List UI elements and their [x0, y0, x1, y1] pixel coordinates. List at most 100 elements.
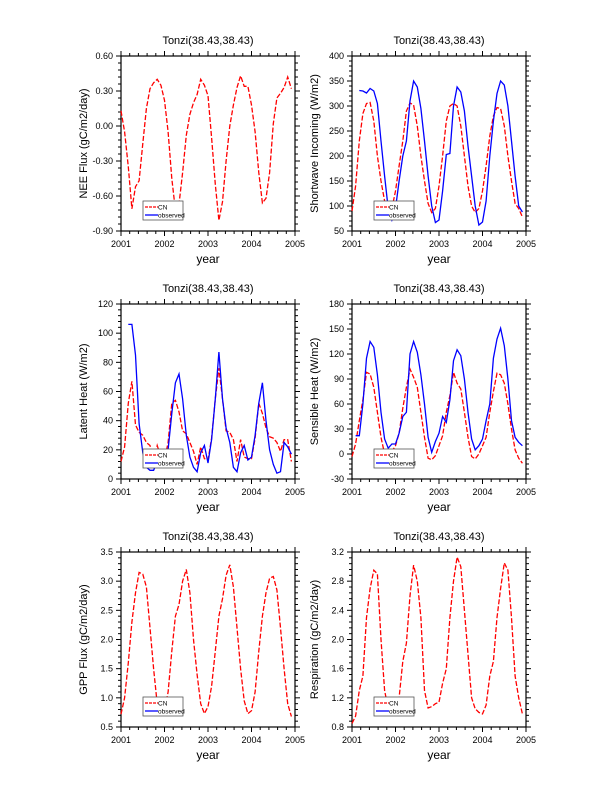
y-tick-label: -0.30 [92, 156, 113, 166]
x-tick-label: 2004 [241, 487, 261, 497]
x-tick-label: 2004 [241, 735, 261, 745]
y-tick-label: 100 [98, 328, 113, 338]
y-tick-label: 250 [329, 126, 344, 136]
y-tick-label: 1.5 [100, 664, 113, 674]
legend-label: CN [389, 453, 399, 460]
y-tick-label: 200 [329, 151, 344, 161]
panel-3: Tonzi(38.43,38.43) 2001 2002 2003 2004 2005 0 2… [78, 283, 305, 514]
panel-title: Tonzi(38.43,38.43) [393, 531, 484, 543]
y-tick-label: 60 [334, 399, 344, 409]
y-tick-label: 2.0 [331, 635, 344, 645]
y-axis-label: Respiration (gC/m2/day) [309, 580, 321, 699]
y-tick-label: 3.0 [100, 576, 113, 586]
x-tick-label: 2001 [342, 487, 362, 497]
y-tick-label: 0 [108, 474, 113, 484]
y-tick-label: 350 [329, 76, 344, 86]
y-tick-label: 3.5 [100, 547, 113, 557]
y-tick-label: 20 [103, 445, 113, 455]
x-tick-label: 2002 [385, 487, 405, 497]
y-tick-label: 0 [339, 449, 344, 459]
panel-6: Tonzi(38.43,38.43) 2001 2002 2003 2004 2005 0.… [309, 531, 536, 762]
panel-5: Tonzi(38.43,38.43) 2001 2002 2003 2004 2005 0.… [78, 531, 305, 762]
y-axis-label: Shortwave Incoming (W/m2) [309, 74, 321, 213]
y-tick-label: 1.2 [331, 693, 344, 703]
y-axis-label: Latent Heat (W/m2) [78, 344, 90, 440]
x-axis-label: year [427, 748, 450, 762]
y-tick-label: 50 [334, 226, 344, 236]
legend-label: CN [158, 453, 168, 460]
x-tick-label: 2004 [241, 239, 261, 249]
x-tick-label: 2003 [429, 735, 449, 745]
legend-label: CN [389, 701, 399, 708]
y-tick-label: 3.2 [331, 547, 344, 557]
y-tick-label: 2.0 [100, 635, 113, 645]
x-tick-label: 2002 [385, 735, 405, 745]
x-tick-label: 2003 [198, 239, 218, 249]
legend-label: observed [389, 709, 416, 716]
x-tick-label: 2004 [472, 735, 492, 745]
x-tick-label: 2003 [198, 487, 218, 497]
y-tick-label: 0.8 [331, 722, 344, 732]
x-tick-label: 2005 [516, 239, 536, 249]
panel-title: Tonzi(38.43,38.43) [393, 283, 484, 295]
y-tick-label: 0.60 [95, 51, 113, 61]
series-line-cn [120, 564, 293, 717]
x-tick-label: 2005 [285, 239, 305, 249]
y-tick-label: 40 [103, 416, 113, 426]
y-tick-label: 60 [103, 387, 113, 397]
legend-label: observed [389, 461, 416, 468]
legend-label: observed [389, 213, 416, 220]
x-axis-label: year [196, 748, 219, 762]
y-axis-label: GPP Flux (gC/m2/day) [78, 584, 90, 694]
y-tick-label: 1.0 [100, 693, 113, 703]
legend-label: observed [158, 213, 185, 220]
y-tick-label: 100 [329, 201, 344, 211]
y-tick-label: 2.4 [331, 605, 344, 615]
x-tick-label: 2001 [342, 239, 362, 249]
y-tick-label: 2.8 [331, 576, 344, 586]
y-tick-label: 2.5 [100, 605, 113, 615]
y-tick-label: 300 [329, 101, 344, 111]
panel-title: Tonzi(38.43,38.43) [162, 35, 253, 47]
x-tick-label: 2001 [111, 239, 131, 249]
x-axis-label: year [196, 252, 219, 266]
x-tick-label: 2002 [385, 239, 405, 249]
panel-title: Tonzi(38.43,38.43) [162, 531, 253, 543]
x-tick-label: 2001 [111, 735, 131, 745]
panel-4: Tonzi(38.43,38.43) 2001 2002 2003 2004 2005 -3… [309, 283, 536, 514]
x-axis-label: year [427, 252, 450, 266]
x-tick-label: 2003 [198, 735, 218, 745]
y-axis-label: NEE Flux (gC/m2/day) [78, 88, 90, 198]
y-tick-label: 90 [334, 374, 344, 384]
x-tick-label: 2005 [516, 487, 536, 497]
series-line-observed [355, 325, 523, 455]
series-line-cn [351, 554, 524, 724]
x-tick-label: 2003 [429, 487, 449, 497]
legend-label: observed [158, 709, 185, 716]
y-tick-label: 80 [103, 357, 113, 367]
x-axis-label: year [196, 500, 219, 514]
x-tick-label: 2005 [285, 487, 305, 497]
legend-label: CN [158, 205, 168, 212]
y-tick-label: -30 [331, 474, 344, 484]
series-line-cn [351, 366, 523, 464]
x-tick-label: 2002 [154, 487, 174, 497]
x-tick-label: 2001 [342, 735, 362, 745]
y-tick-label: 1.6 [331, 664, 344, 674]
y-tick-label: 0.00 [95, 121, 113, 131]
series-line-cn [120, 73, 293, 221]
y-tick-label: 150 [329, 324, 344, 334]
y-tick-label: 120 [329, 349, 344, 359]
panel-2: Tonzi(38.43,38.43) 2001 2002 2003 2004 2005 50… [309, 35, 536, 266]
x-tick-label: 2004 [472, 487, 492, 497]
x-tick-label: 2001 [111, 487, 131, 497]
x-tick-label: 2005 [285, 735, 305, 745]
legend-label: observed [158, 461, 185, 468]
